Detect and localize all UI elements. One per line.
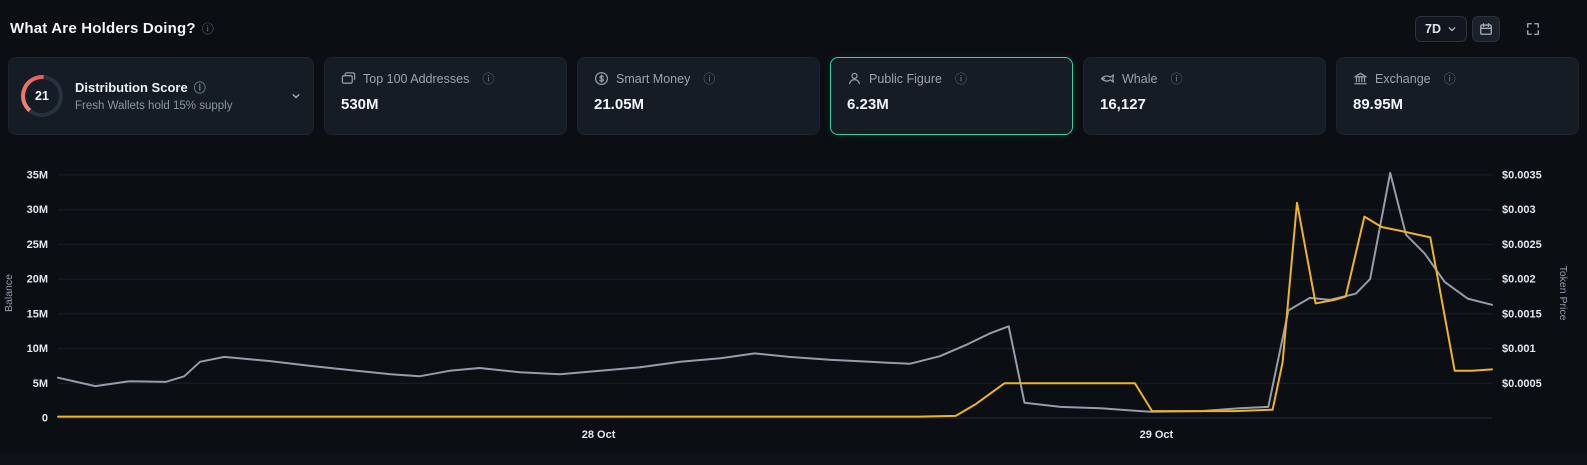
left-axis-tick: 25M	[27, 239, 48, 251]
right-axis-tick: $0.001	[1502, 343, 1536, 355]
left-axis-tick: 15M	[27, 308, 48, 320]
left-axis-tick: 5M	[33, 378, 48, 390]
whale-icon	[1100, 71, 1115, 86]
metric-value: 530M	[341, 96, 379, 113]
metric-card-whale[interactable]: Whale ⓘ 16,127	[1083, 57, 1326, 135]
smart-money-icon	[594, 71, 609, 86]
left-axis-title: Balance	[3, 274, 15, 312]
distribution-score-card[interactable]: 21 Distribution Score ⓘ Fresh Wallets ho…	[8, 57, 314, 135]
x-axis-label: 28 Oct	[582, 429, 616, 441]
metric-label: Smart Money	[616, 71, 691, 86]
calendar-icon	[1479, 22, 1493, 36]
series-token-price	[57, 171, 1493, 413]
stat-cards-row: 21 Distribution Score ⓘ Fresh Wallets ho…	[0, 57, 1587, 135]
left-axis-tick: 20M	[27, 274, 48, 286]
metric-value: 21.05M	[594, 96, 645, 113]
info-icon[interactable]: ⓘ	[193, 80, 206, 95]
public-figure-icon	[847, 71, 862, 86]
chevron-down-icon	[1447, 24, 1457, 34]
metric-card-public-figure[interactable]: Public Figure ⓘ 6.23M	[830, 57, 1073, 135]
chart-footer-band	[0, 453, 1587, 465]
left-axis-tick: 0	[42, 413, 48, 425]
right-axis-tick: $0.003	[1502, 204, 1536, 216]
fullscreen-button[interactable]	[1526, 22, 1540, 36]
timeframe-dropdown[interactable]: 7D	[1415, 15, 1467, 42]
left-axis-tick: 35M	[27, 169, 48, 181]
distribution-score-gauge: 21	[21, 75, 63, 117]
metric-value: 16,127	[1100, 96, 1146, 113]
holders-chart[interactable]: 0 5M 10M 15M 20M 25M 30M 35M $0.0005 $0.001 $0.001…	[0, 143, 1587, 453]
right-axis-title: Token Price	[1557, 266, 1569, 321]
info-icon[interactable]: ⓘ	[482, 71, 495, 86]
info-icon[interactable]: ⓘ	[954, 71, 967, 86]
calendar-button[interactable]	[1472, 15, 1500, 42]
metric-value: 6.23M	[847, 96, 889, 113]
left-axis-tick: 10M	[27, 343, 48, 355]
exchange-icon	[1353, 71, 1368, 86]
distribution-score-subtitle: Fresh Wallets hold 15% supply	[75, 100, 233, 112]
right-axis-tick: $0.0005	[1502, 378, 1542, 390]
metric-label: Exchange	[1375, 71, 1431, 86]
panel-header: What Are Holders Doing? ⓘ 7D	[0, 0, 1587, 57]
distribution-score-value: 21	[25, 79, 59, 113]
chevron-down-icon[interactable]	[291, 91, 301, 101]
metric-value: 89.95M	[1353, 96, 1404, 113]
right-axis-tick: $0.0025	[1502, 239, 1542, 251]
distribution-score-title: Distribution Score	[75, 80, 188, 95]
metric-label: Top 100 Addresses	[363, 71, 470, 86]
header-controls: 7D	[1415, 15, 1573, 42]
page-title: What Are Holders Doing?	[10, 20, 196, 37]
right-axis-tick: $0.0015	[1502, 308, 1542, 320]
left-axis-tick: 30M	[27, 204, 48, 216]
series-balance	[57, 201, 1493, 418]
metric-card-smart-money[interactable]: Smart Money ⓘ 21.05M	[577, 57, 820, 135]
right-axis-tick: $0.0035	[1502, 169, 1542, 181]
metric-label: Public Figure	[869, 71, 942, 86]
info-icon[interactable]: ⓘ	[1443, 71, 1456, 86]
timeframe-label: 7D	[1425, 21, 1441, 36]
distribution-score-text: Distribution Score ⓘ Fresh Wallets hold …	[75, 80, 232, 112]
metric-card-top-100-addresses[interactable]: Top 100 Addresses ⓘ 530M	[324, 57, 567, 135]
metric-card-exchange[interactable]: Exchange ⓘ 89.95M	[1336, 57, 1579, 135]
info-icon[interactable]: ⓘ	[201, 21, 214, 36]
info-icon[interactable]: ⓘ	[1170, 71, 1183, 86]
fullscreen-icon	[1526, 22, 1540, 36]
top-100-addresses-icon	[341, 71, 356, 86]
x-axis-label: 29 Oct	[1140, 429, 1174, 441]
metric-label: Whale	[1122, 71, 1158, 86]
right-axis-tick: $0.002	[1502, 274, 1536, 286]
info-icon[interactable]: ⓘ	[703, 71, 716, 86]
